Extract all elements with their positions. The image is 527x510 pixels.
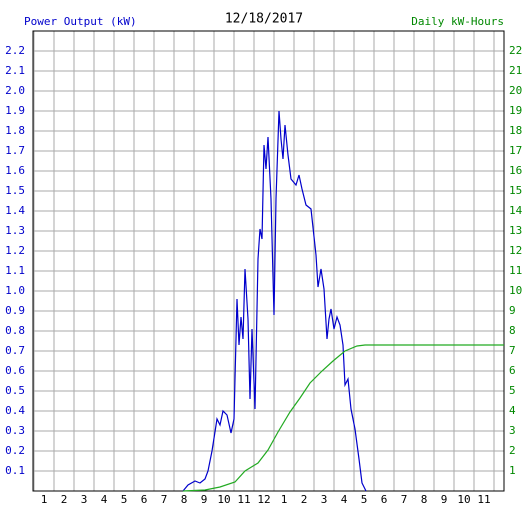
- x-tick-label: 4: [341, 493, 348, 506]
- y2-tick-label: 13: [509, 224, 522, 237]
- y-tick-label: 0.3: [5, 424, 25, 437]
- x-tick-label: 1: [41, 493, 48, 506]
- y2-tick-label: 15: [509, 184, 522, 197]
- y-tick-label: 1.4: [5, 204, 25, 217]
- y-tick-label: 2.0: [5, 84, 25, 97]
- y2-tick-label: 16: [509, 164, 522, 177]
- y-tick-label: 0.9: [5, 304, 25, 317]
- y-tick-label: 0.2: [5, 444, 25, 457]
- y2-tick-label: 12: [509, 244, 522, 257]
- y2-tick-label: 3: [509, 424, 516, 437]
- x-tick-label: 4: [101, 493, 108, 506]
- y-tick-label: 0.5: [5, 384, 25, 397]
- y2-tick-label: 14: [509, 204, 523, 217]
- x-tick-label: 8: [421, 493, 428, 506]
- y-tick-label: 1.6: [5, 164, 25, 177]
- x-tick-label: 7: [161, 493, 168, 506]
- y-tick-label: 1.3: [5, 224, 25, 237]
- x-tick-label: 1: [281, 493, 288, 506]
- x-tick-label: 6: [381, 493, 388, 506]
- y2-tick-label: 6: [509, 364, 516, 377]
- y2-tick-label: 21: [509, 64, 522, 77]
- x-tick-label: 6: [141, 493, 148, 506]
- x-tick-label: 2: [61, 493, 68, 506]
- series-line: [182, 344, 504, 492]
- x-tick-label: 3: [321, 493, 328, 506]
- y2-tick-label: 1: [509, 464, 516, 477]
- y2-tick-label: 5: [509, 384, 516, 397]
- chart-title: 12/18/2017: [225, 12, 303, 27]
- x-tick-label: 9: [441, 493, 448, 506]
- y-tick-label: 0.8: [5, 324, 25, 337]
- y-tick-label: 0.4: [5, 404, 25, 417]
- y-tick-label: 0.1: [5, 464, 25, 477]
- x-tick-label: 10: [457, 493, 470, 506]
- x-tick-label: 10: [217, 493, 230, 506]
- y-tick-label: 1.7: [5, 144, 25, 157]
- y-tick-label: 1.0: [5, 284, 25, 297]
- y-tick-label: 2.2: [5, 44, 25, 57]
- y2-tick-label: 2: [509, 444, 516, 457]
- x-tick-label: 12: [257, 493, 270, 506]
- y2-tick-label: 11: [509, 264, 522, 277]
- x-tick-label: 11: [477, 493, 490, 506]
- y2-tick-label: 22: [509, 44, 522, 57]
- x-tick-label: 7: [401, 493, 408, 506]
- y-tick-label: 1.1: [5, 264, 25, 277]
- x-tick-label: 9: [201, 493, 208, 506]
- plot-area: [33, 31, 504, 491]
- y2-tick-label: 4: [509, 404, 516, 417]
- y2-axis-label: Daily kW-Hours: [411, 15, 504, 28]
- x-tick-label: 11: [237, 493, 250, 506]
- x-tick-label: 2: [301, 493, 308, 506]
- y-tick-label: 2.1: [5, 64, 25, 77]
- y-tick-label: 1.8: [5, 124, 25, 137]
- y2-tick-label: 18: [509, 124, 522, 137]
- y2-tick-label: 19: [509, 104, 522, 117]
- series-line: [182, 110, 367, 492]
- x-tick-label: 3: [81, 493, 88, 506]
- y-tick-label: 1.5: [5, 184, 25, 197]
- y-tick-label: 1.2: [5, 244, 25, 257]
- x-tick-label: 5: [121, 493, 128, 506]
- x-tick-label: 8: [181, 493, 188, 506]
- y2-tick-label: 9: [509, 304, 516, 317]
- y2-tick-label: 20: [509, 84, 522, 97]
- y2-tick-label: 8: [509, 324, 516, 337]
- y2-tick-label: 17: [509, 144, 522, 157]
- y-tick-label: 0.7: [5, 344, 25, 357]
- plot-border: [32, 30, 505, 492]
- y-tick-label: 1.9: [5, 104, 25, 117]
- y-tick-label: 0.6: [5, 364, 25, 377]
- y2-tick-label: 7: [509, 344, 516, 357]
- x-tick-label: 5: [361, 493, 368, 506]
- y-axis-label: Power Output (kW): [24, 15, 137, 28]
- y2-tick-label: 10: [509, 284, 522, 297]
